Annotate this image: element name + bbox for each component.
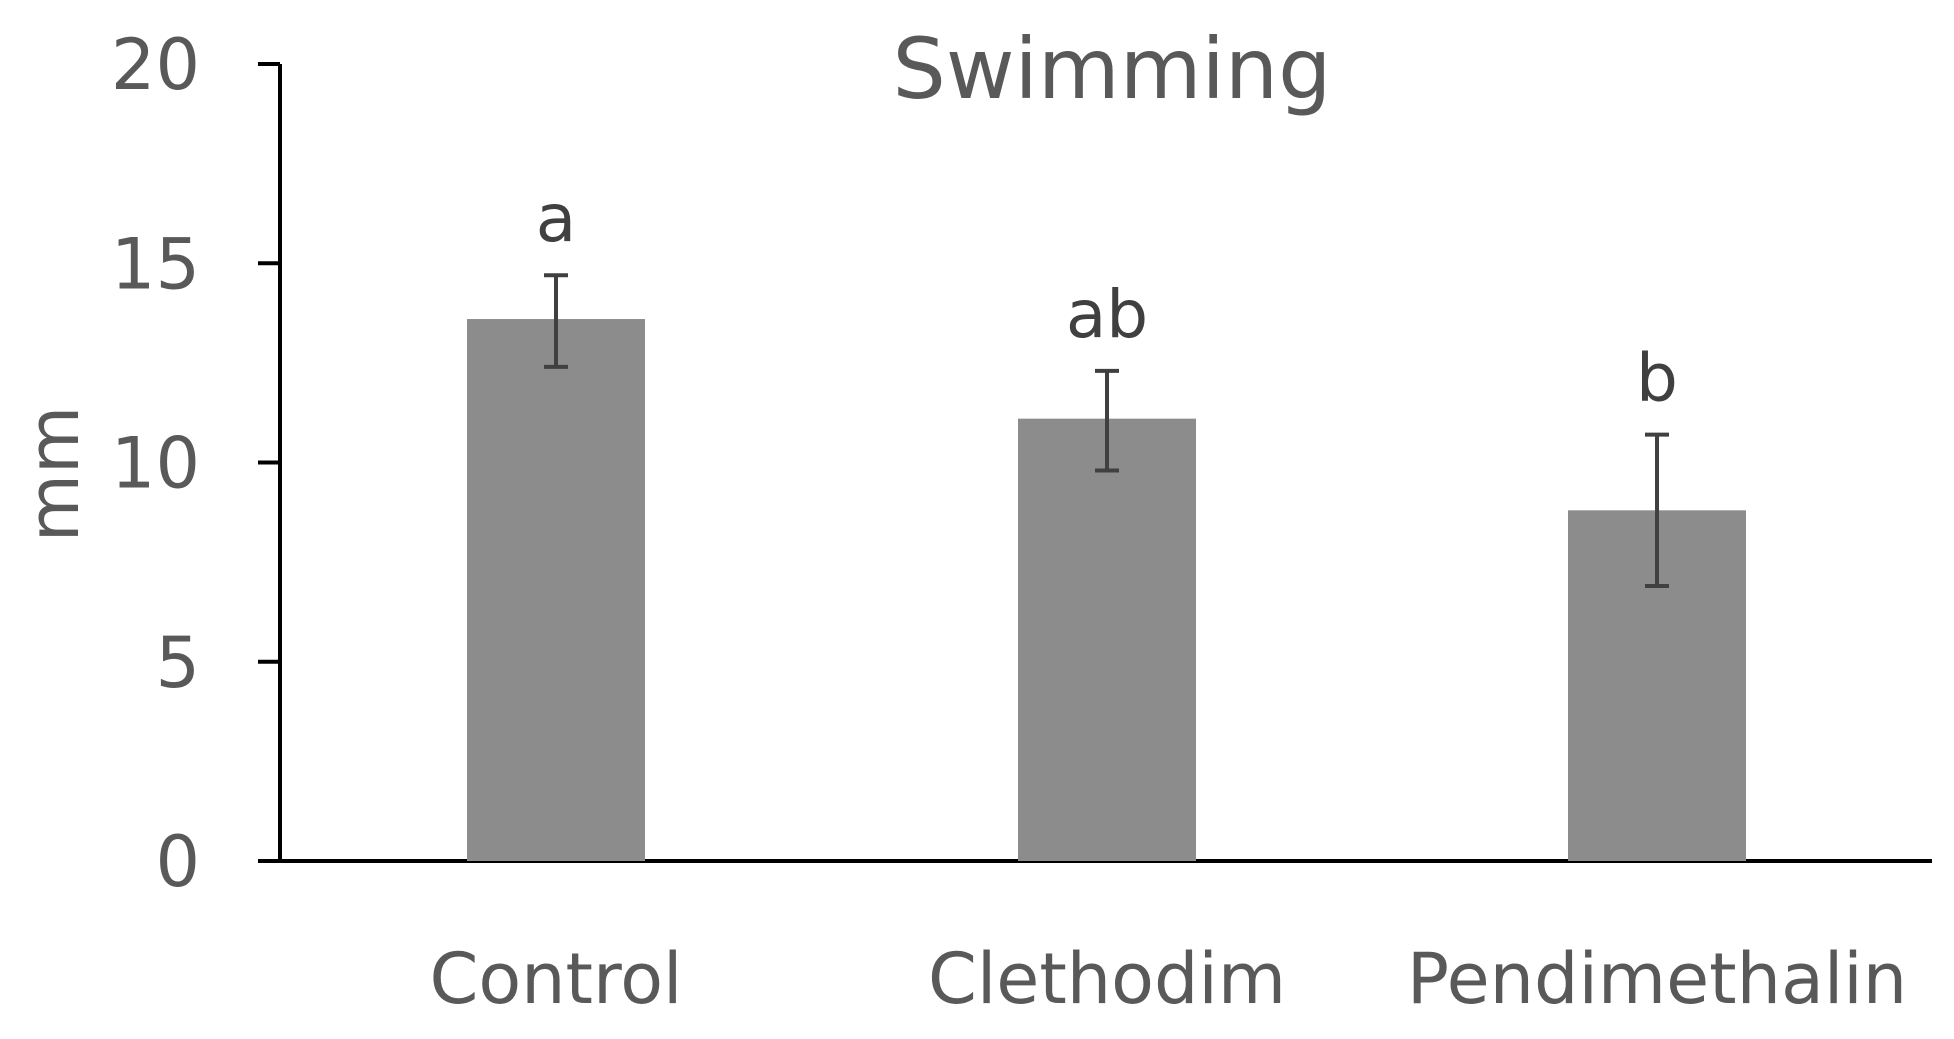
significance-label-control: a [536,180,576,257]
bar-control [467,319,645,861]
y-tick-label: 15 [111,223,200,305]
y-tick-label: 20 [111,24,200,106]
x-tick-label-pendimethalin: Pendimethalin [1407,938,1907,1020]
chart-title: Swimming [893,20,1332,118]
y-tick-label: 5 [155,622,200,704]
significance-label-clethodim: ab [1066,276,1148,353]
bar-clethodim [1018,418,1196,861]
significance-label-pendimethalin: b [1636,340,1678,417]
y-tick-label: 10 [111,423,200,505]
plot-area: 0 5 10 15 20 a Control ab Clethodim b Pendimethali… [111,24,1932,1020]
y-tick-label: 0 [155,821,200,903]
x-tick-label-clethodim: Clethodim [928,938,1286,1020]
x-tick-label-control: Control [429,938,682,1020]
y-axis-label: mm [13,406,95,542]
